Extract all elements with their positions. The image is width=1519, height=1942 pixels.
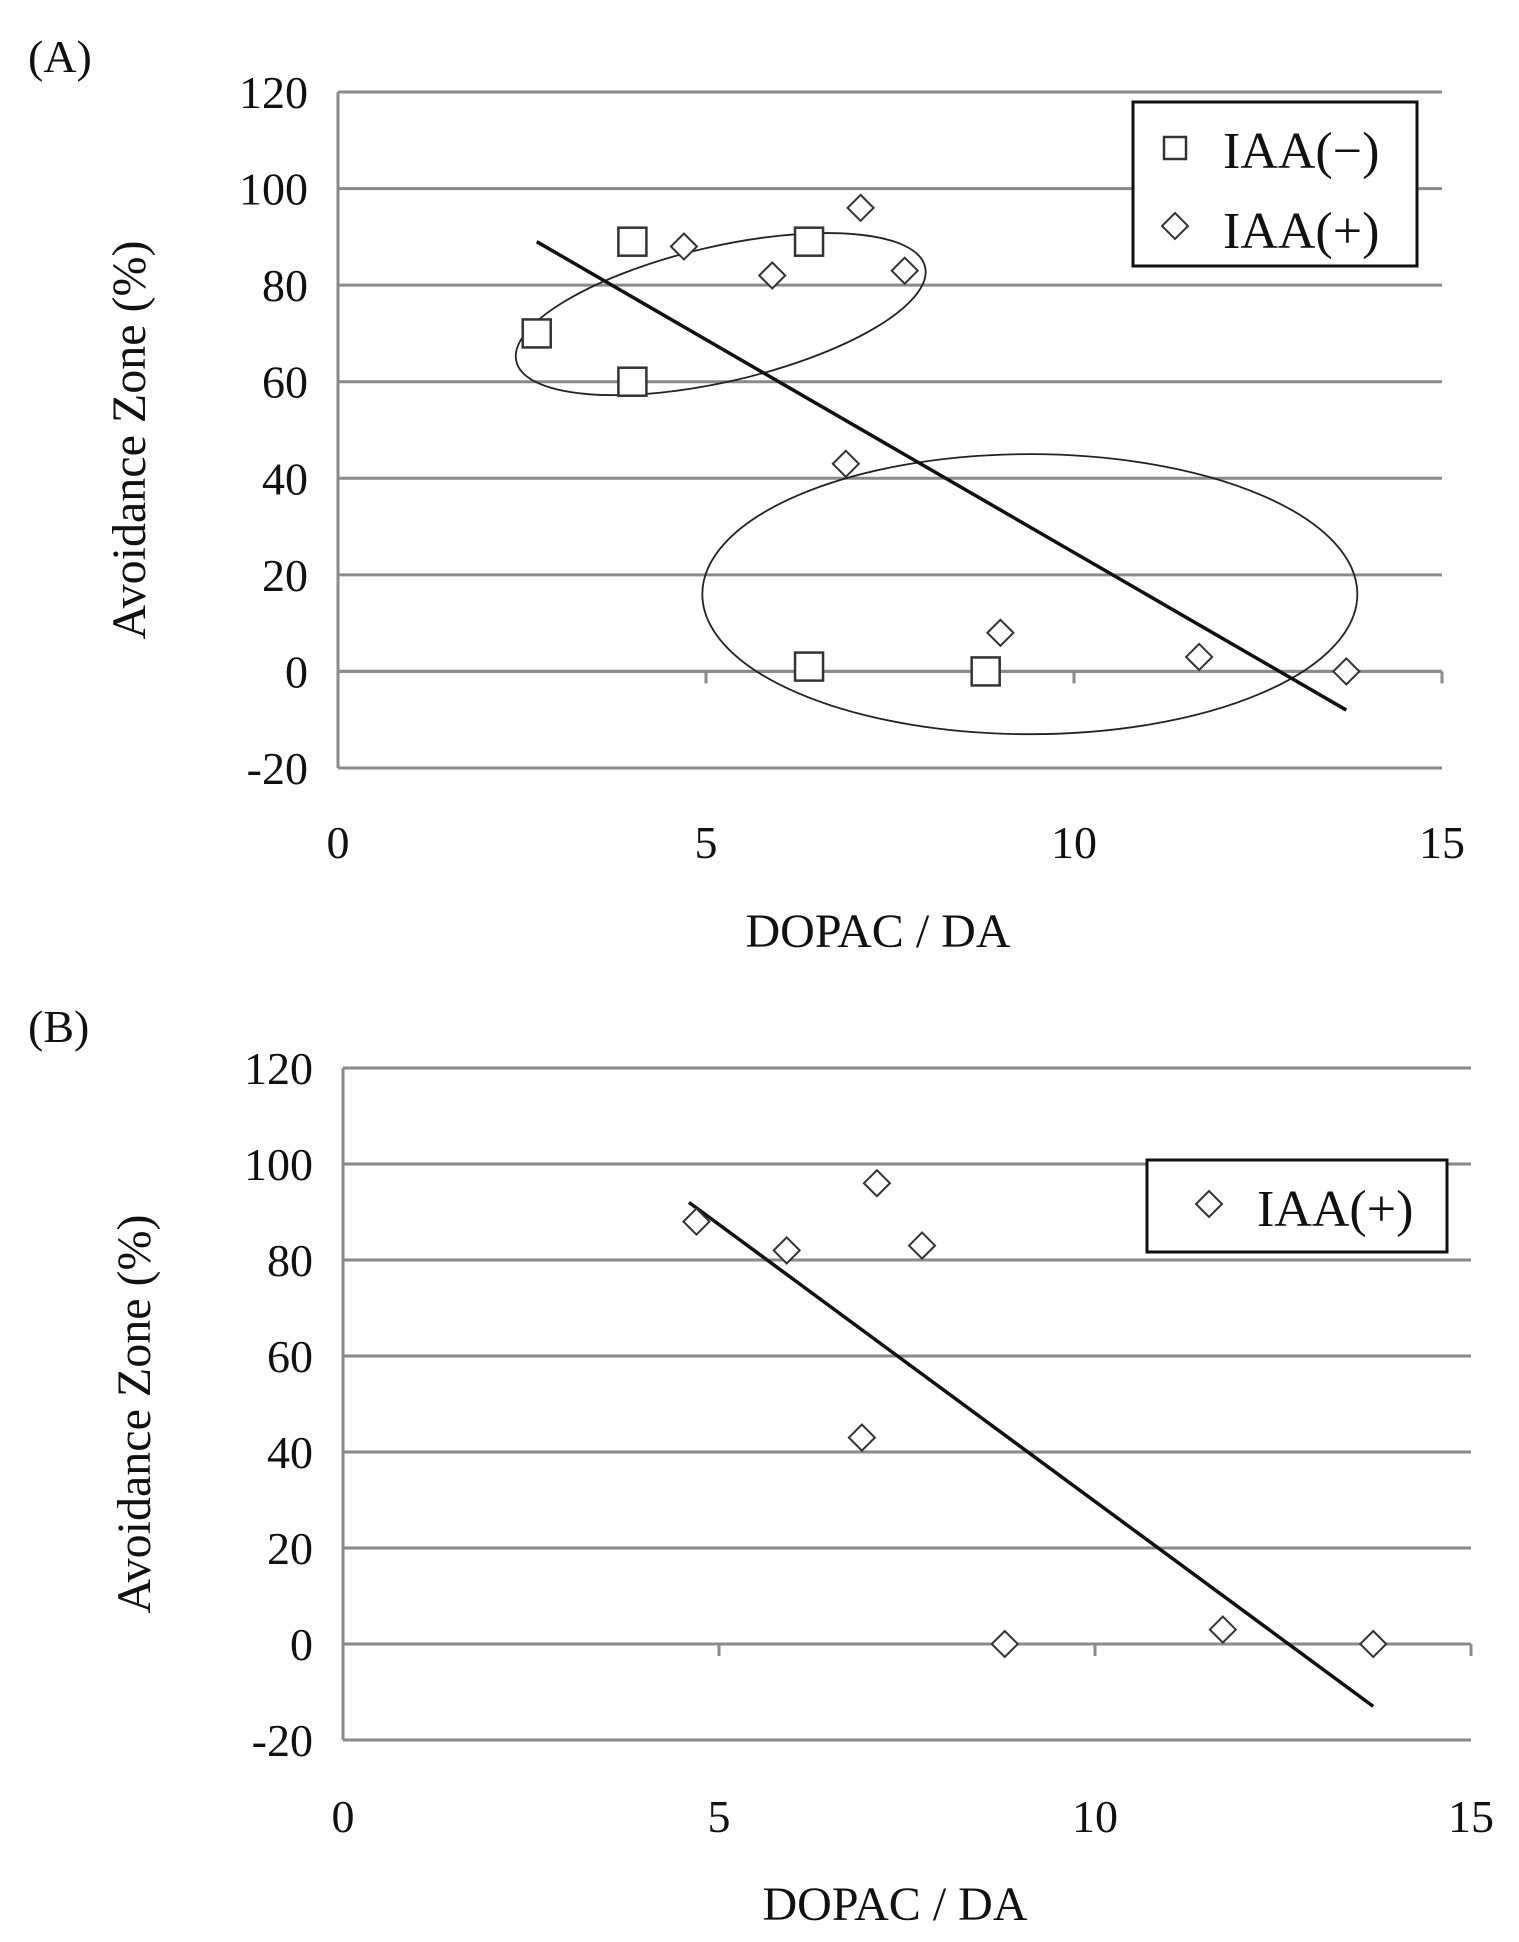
x-tick-label: 5 xyxy=(695,817,718,868)
y-tick-label: 0 xyxy=(285,646,308,697)
legend-marker-diamond xyxy=(1194,1189,1224,1219)
legend-marker-square xyxy=(1162,135,1188,161)
legend-marker-diamond xyxy=(1160,211,1190,241)
data-point-diamond xyxy=(682,1207,711,1237)
data-point-diamond xyxy=(985,618,1015,648)
y-tick-label: 20 xyxy=(267,1523,313,1574)
chart-panel-a: (A) -20 0 20 40 60 80 100 120 0 5 10 15 DOPAC / DA Av… xyxy=(0,0,1519,970)
y-tick-label: 80 xyxy=(267,1235,313,1286)
panel-label: (B) xyxy=(28,1001,90,1052)
data-point-diamond xyxy=(1208,1615,1238,1645)
chart-a-svg: -20 0 20 40 60 80 100 120 0 5 10 15 DOPAC / DA Avoida… xyxy=(103,67,1465,958)
x-tick-label: 10 xyxy=(1072,1791,1118,1842)
y-tick-label: 60 xyxy=(267,1331,313,1382)
data-point-diamond xyxy=(1331,657,1361,686)
data-point-square xyxy=(617,226,648,257)
cluster-ellipse xyxy=(701,453,1359,736)
y-tick-label: 40 xyxy=(262,453,308,504)
y-tick-label: -20 xyxy=(247,743,308,794)
y-tick-label: 40 xyxy=(267,1427,313,1478)
trendline xyxy=(535,240,1348,712)
data-point-diamond xyxy=(862,1168,892,1198)
legend-label: IAA(+) xyxy=(1223,203,1379,260)
data-point-diamond xyxy=(990,1629,1020,1659)
data-point-diamond xyxy=(847,1423,877,1453)
y-tick-label: 100 xyxy=(244,1139,313,1190)
cluster-ellipse xyxy=(514,232,927,397)
data-point-diamond xyxy=(772,1235,802,1265)
trendline xyxy=(687,1200,1375,1708)
data-point-square xyxy=(793,226,825,257)
y-axis-title: Avoidance Zone (%) xyxy=(108,1215,161,1614)
data-point-square xyxy=(617,366,648,397)
data-point-diamond xyxy=(1184,642,1214,672)
y-tick-label: 60 xyxy=(262,357,308,408)
y-tick-label: 80 xyxy=(262,260,308,311)
data-point-diamond xyxy=(1358,1629,1388,1659)
data-point-square xyxy=(521,318,552,349)
y-axis-title: Avoidance Zone (%) xyxy=(103,241,156,640)
y-tick-label: 120 xyxy=(244,1043,313,1094)
data-point-diamond xyxy=(831,449,861,479)
data-point-square xyxy=(970,656,1001,687)
legend-box xyxy=(1131,100,1419,268)
x-tick-label: 15 xyxy=(1419,817,1465,868)
data-point-diamond xyxy=(890,256,920,286)
legend-label: IAA(+) xyxy=(1257,1181,1413,1238)
data-point-diamond xyxy=(757,261,787,290)
data-point-square xyxy=(793,651,825,682)
y-tick-label: 0 xyxy=(290,1619,313,1670)
x-tick-label: 15 xyxy=(1448,1791,1494,1842)
y-tick-label: 100 xyxy=(239,164,308,215)
chart-b-svg: -20 0 20 40 60 80 100 120 0 5 10 15 DOPAC / DA Avoida… xyxy=(108,1043,1494,1931)
y-tick-label: 120 xyxy=(239,67,308,118)
legend-label: IAA(−) xyxy=(1223,123,1379,180)
data-point-diamond xyxy=(846,193,875,223)
data-point-diamond xyxy=(907,1231,937,1261)
x-axis-title: DOPAC / DA xyxy=(746,905,1011,958)
x-tick-label: 10 xyxy=(1051,817,1097,868)
x-axis-title: DOPAC / DA xyxy=(763,1878,1028,1931)
panel-label: (A) xyxy=(28,31,92,82)
x-tick-label: 0 xyxy=(327,817,350,868)
y-tick-label: -20 xyxy=(252,1715,313,1766)
data-point-diamond xyxy=(669,232,699,261)
x-tick-label: 0 xyxy=(332,1791,355,1842)
x-tick-label: 5 xyxy=(708,1791,731,1842)
y-tick-label: 20 xyxy=(262,550,308,601)
chart-panel-b: (B) -20 0 20 40 60 80 100 120 0 5 10 15 DOPAC / DA Av… xyxy=(0,970,1519,1942)
